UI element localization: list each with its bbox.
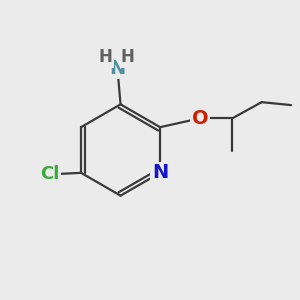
Text: N: N [110, 58, 126, 78]
Text: N: N [152, 163, 168, 182]
Text: H: H [121, 48, 135, 66]
Text: O: O [191, 109, 208, 128]
Text: H: H [98, 48, 112, 66]
Text: Cl: Cl [40, 165, 60, 183]
